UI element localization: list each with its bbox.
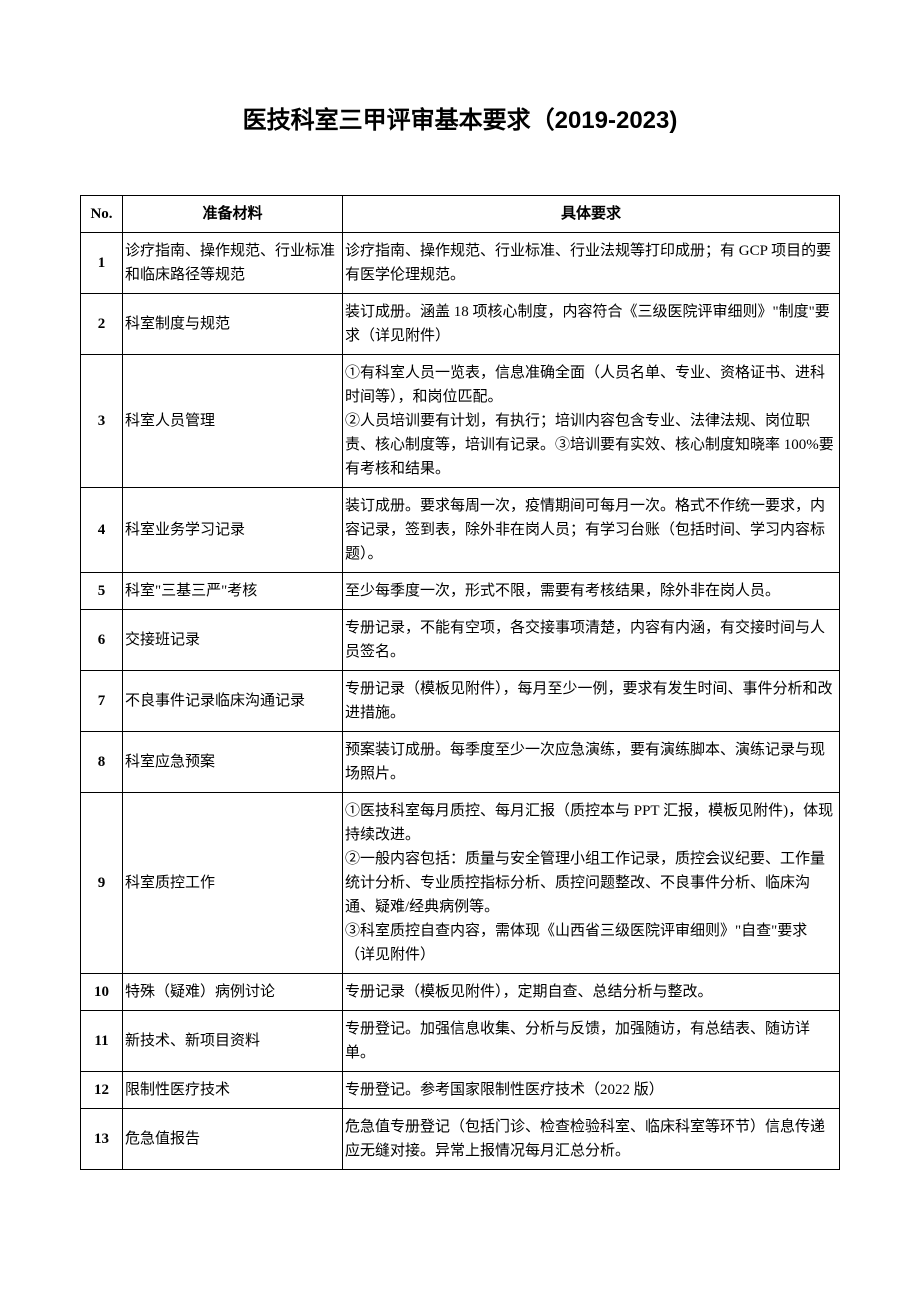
cell-requirement: 专册记录（模板见附件），每月至少一例，要求有发生时间、事件分析和改进措施。 <box>343 671 840 732</box>
cell-material: 交接班记录 <box>123 610 343 671</box>
cell-material: 科室质控工作 <box>123 793 343 974</box>
table-row: 6交接班记录专册记录，不能有空项，各交接事项清楚，内容有内涵，有交接时间与人员签… <box>81 610 840 671</box>
table-row: 13危急值报告危急值专册登记（包括门诊、检查检验科室、临床科室等环节）信息传递应… <box>81 1109 840 1170</box>
cell-requirement: 专册记录（模板见附件），定期自查、总结分析与整改。 <box>343 974 840 1011</box>
table-row: 4科室业务学习记录装订成册。要求每周一次，疫情期间可每月一次。格式不作统一要求，… <box>81 488 840 573</box>
cell-no: 13 <box>81 1109 123 1170</box>
cell-no: 5 <box>81 573 123 610</box>
cell-material: 诊疗指南、操作规范、行业标准和临床路径等规范 <box>123 233 343 294</box>
cell-no: 10 <box>81 974 123 1011</box>
cell-requirement: 装订成册。涵盖 18 项核心制度，内容符合《三级医院评审细则》"制度"要求（详见… <box>343 294 840 355</box>
cell-no: 1 <box>81 233 123 294</box>
table-row: 3科室人员管理①有科室人员一览表，信息准确全面（人员名单、专业、资格证书、进科时… <box>81 355 840 488</box>
table-row: 9科室质控工作①医技科室每月质控、每月汇报（质控本与 PPT 汇报，模板见附件)… <box>81 793 840 974</box>
cell-requirement: 诊疗指南、操作规范、行业标准、行业法规等打印成册；有 GCP 项目的要有医学伦理… <box>343 233 840 294</box>
cell-material: 科室业务学习记录 <box>123 488 343 573</box>
cell-material: 新技术、新项目资料 <box>123 1011 343 1072</box>
header-requirement: 具体要求 <box>343 196 840 233</box>
cell-requirement: ①医技科室每月质控、每月汇报（质控本与 PPT 汇报，模板见附件)，体现持续改进… <box>343 793 840 974</box>
cell-material: 限制性医疗技术 <box>123 1072 343 1109</box>
page-title: 医技科室三甲评审基本要求（2019-2023) <box>80 100 840 135</box>
table-row: 8科室应急预案预案装订成册。每季度至少一次应急演练，要有演练脚本、演练记录与现场… <box>81 732 840 793</box>
table-row: 2科室制度与规范装订成册。涵盖 18 项核心制度，内容符合《三级医院评审细则》"… <box>81 294 840 355</box>
cell-requirement: 危急值专册登记（包括门诊、检查检验科室、临床科室等环节）信息传递应无缝对接。异常… <box>343 1109 840 1170</box>
cell-no: 4 <box>81 488 123 573</box>
cell-requirement: 至少每季度一次，形式不限，需要有考核结果，除外非在岗人员。 <box>343 573 840 610</box>
cell-requirement: 专册登记。参考国家限制性医疗技术（2022 版） <box>343 1072 840 1109</box>
table-row: 12限制性医疗技术专册登记。参考国家限制性医疗技术（2022 版） <box>81 1072 840 1109</box>
cell-no: 9 <box>81 793 123 974</box>
table-row: 5科室"三基三严"考核至少每季度一次，形式不限，需要有考核结果，除外非在岗人员。 <box>81 573 840 610</box>
header-no: No. <box>81 196 123 233</box>
cell-no: 11 <box>81 1011 123 1072</box>
cell-material: 科室应急预案 <box>123 732 343 793</box>
cell-requirement: ①有科室人员一览表，信息准确全面（人员名单、专业、资格证书、进科时间等），和岗位… <box>343 355 840 488</box>
requirements-table: No. 准备材料 具体要求 1诊疗指南、操作规范、行业标准和临床路径等规范诊疗指… <box>80 195 840 1170</box>
cell-requirement: 装订成册。要求每周一次，疫情期间可每月一次。格式不作统一要求，内容记录，签到表，… <box>343 488 840 573</box>
header-material: 准备材料 <box>123 196 343 233</box>
cell-material: 科室"三基三严"考核 <box>123 573 343 610</box>
table-row: 11新技术、新项目资料专册登记。加强信息收集、分析与反馈，加强随访，有总结表、随… <box>81 1011 840 1072</box>
cell-no: 12 <box>81 1072 123 1109</box>
cell-no: 8 <box>81 732 123 793</box>
cell-material: 危急值报告 <box>123 1109 343 1170</box>
cell-requirement: 专册登记。加强信息收集、分析与反馈，加强随访，有总结表、随访详单。 <box>343 1011 840 1072</box>
cell-material: 特殊（疑难）病例讨论 <box>123 974 343 1011</box>
table-header-row: No. 准备材料 具体要求 <box>81 196 840 233</box>
cell-no: 7 <box>81 671 123 732</box>
cell-requirement: 预案装订成册。每季度至少一次应急演练，要有演练脚本、演练记录与现场照片。 <box>343 732 840 793</box>
cell-material: 不良事件记录临床沟通记录 <box>123 671 343 732</box>
cell-no: 6 <box>81 610 123 671</box>
table-row: 10特殊（疑难）病例讨论专册记录（模板见附件），定期自查、总结分析与整改。 <box>81 974 840 1011</box>
cell-requirement: 专册记录，不能有空项，各交接事项清楚，内容有内涵，有交接时间与人员签名。 <box>343 610 840 671</box>
cell-material: 科室人员管理 <box>123 355 343 488</box>
cell-material: 科室制度与规范 <box>123 294 343 355</box>
table-row: 7不良事件记录临床沟通记录专册记录（模板见附件），每月至少一例，要求有发生时间、… <box>81 671 840 732</box>
cell-no: 3 <box>81 355 123 488</box>
cell-no: 2 <box>81 294 123 355</box>
table-row: 1诊疗指南、操作规范、行业标准和临床路径等规范诊疗指南、操作规范、行业标准、行业… <box>81 233 840 294</box>
